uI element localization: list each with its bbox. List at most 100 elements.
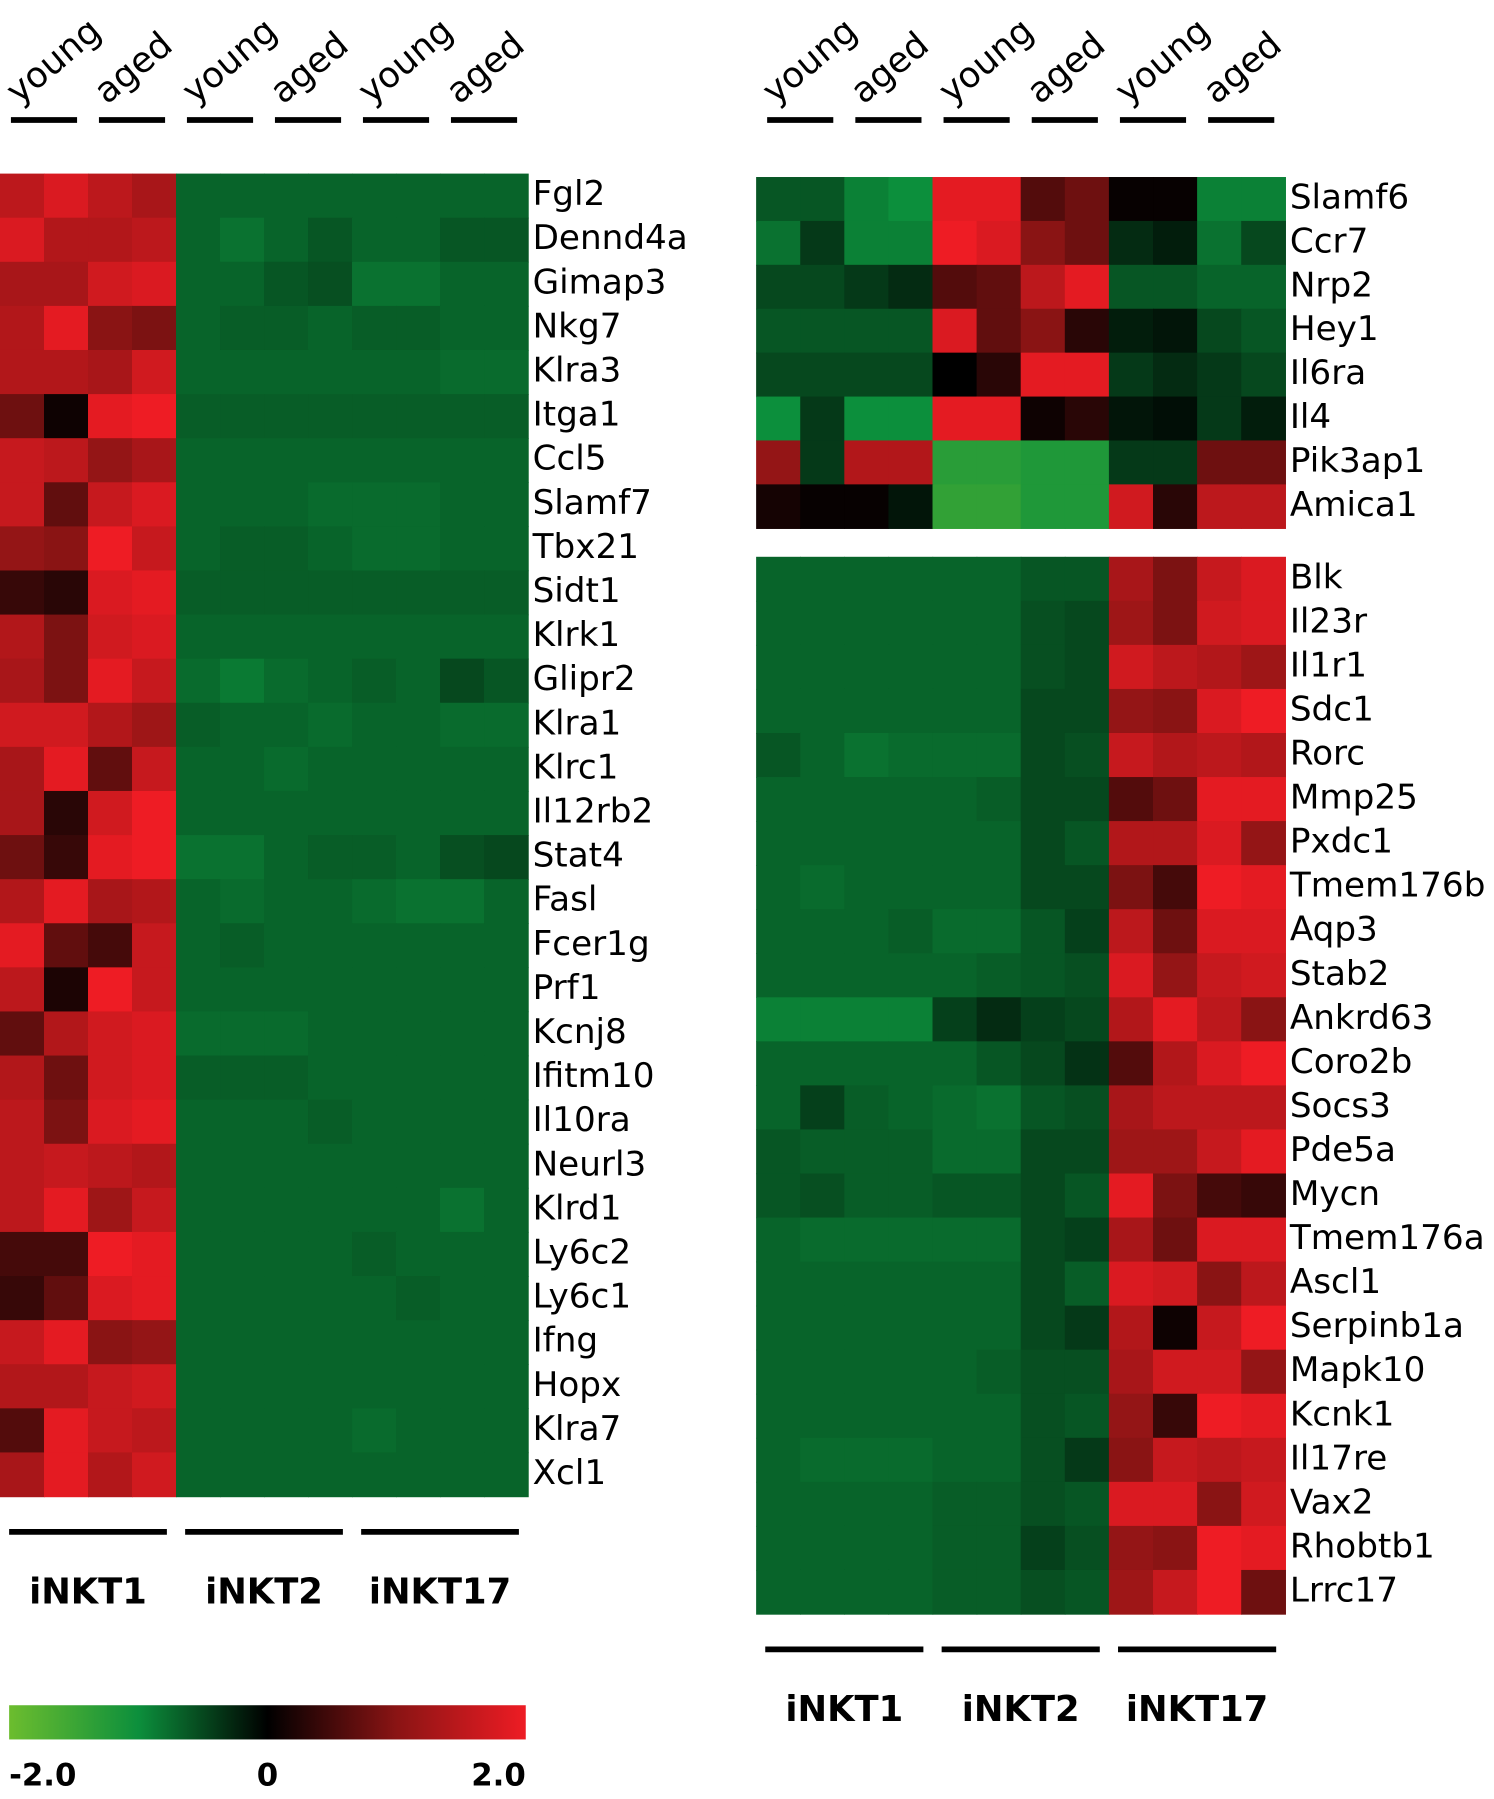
heatmap-cell bbox=[1064, 440, 1110, 486]
heatmap-cell bbox=[1197, 644, 1242, 690]
heatmap-cell bbox=[44, 438, 89, 483]
heatmap-cell bbox=[800, 1393, 846, 1439]
heatmap-cell bbox=[800, 1437, 846, 1483]
heatmap-cell bbox=[888, 1041, 934, 1087]
heatmap-cell bbox=[1108, 1569, 1154, 1615]
heatmap-cell bbox=[888, 1305, 934, 1351]
heatmap-cell bbox=[1153, 1041, 1198, 1087]
row-label: Prf1 bbox=[533, 968, 601, 1008]
heatmap-cell bbox=[308, 1055, 353, 1101]
heatmap-cell bbox=[88, 658, 133, 704]
heatmap-cell bbox=[132, 261, 177, 307]
heatmap-cell bbox=[44, 173, 89, 219]
heatmap-cell bbox=[440, 1408, 485, 1454]
heatmap-cell bbox=[932, 1261, 978, 1307]
heatmap-cell bbox=[1020, 1173, 1066, 1219]
heatmap-cell bbox=[1020, 220, 1066, 266]
heatmap-cell bbox=[264, 1055, 309, 1101]
heatmap-cell bbox=[1153, 1217, 1198, 1263]
heatmap-cell bbox=[308, 173, 353, 219]
row-label: Il17re bbox=[1290, 1438, 1387, 1478]
heatmap-cell bbox=[44, 1364, 89, 1410]
heatmap-cell bbox=[44, 570, 89, 616]
heatmap-cell bbox=[264, 1187, 309, 1233]
heatmap-cell bbox=[888, 953, 934, 998]
row-label: Rorc bbox=[1290, 734, 1365, 774]
heatmap-cell bbox=[308, 482, 353, 528]
heatmap-cell bbox=[756, 177, 801, 222]
heatmap-cell bbox=[0, 1011, 45, 1057]
heatmap-cell bbox=[844, 556, 890, 602]
heatmap-cell bbox=[440, 614, 485, 660]
heatmap-cell bbox=[220, 1099, 265, 1145]
heatmap-cell bbox=[932, 352, 978, 398]
heatmap-cell bbox=[396, 394, 441, 439]
heatmap-cell bbox=[800, 1481, 846, 1527]
heatmap-cell bbox=[1197, 732, 1242, 778]
heatmap-cell bbox=[1020, 264, 1066, 310]
heatmap-cell bbox=[1241, 1173, 1286, 1219]
color-bar-tick-label: 0 bbox=[257, 1758, 278, 1794]
heatmap-cell bbox=[132, 1099, 177, 1145]
heatmap-cell bbox=[1241, 440, 1286, 486]
heatmap-cell bbox=[756, 1525, 801, 1571]
heatmap-cell bbox=[1197, 953, 1242, 998]
heatmap-cell bbox=[396, 1143, 441, 1189]
heatmap-cell bbox=[352, 658, 397, 704]
heatmap-cell bbox=[1108, 600, 1154, 646]
heatmap-cell bbox=[88, 1055, 133, 1101]
heatmap-cell bbox=[484, 305, 529, 351]
heatmap-cell bbox=[1153, 688, 1198, 734]
heatmap-cell bbox=[88, 746, 133, 792]
heatmap-cell bbox=[976, 1261, 1022, 1307]
heatmap-cell bbox=[176, 1231, 221, 1277]
heatmap-cell bbox=[1108, 484, 1154, 529]
heatmap-cell bbox=[440, 702, 485, 748]
heatmap-cell bbox=[1153, 865, 1198, 910]
heatmap-cell bbox=[440, 879, 485, 924]
heatmap-cell bbox=[756, 909, 801, 954]
heatmap-cell bbox=[1064, 264, 1110, 310]
row-label: Ccr7 bbox=[1290, 221, 1369, 261]
heatmap-cell bbox=[132, 349, 177, 395]
heatmap-cell bbox=[176, 1276, 221, 1321]
heatmap-cell bbox=[396, 217, 441, 263]
heatmap-cell bbox=[888, 865, 934, 910]
heatmap-cell bbox=[844, 1129, 890, 1175]
heatmap-cell bbox=[0, 570, 45, 616]
heatmap-cell bbox=[440, 482, 485, 528]
heatmap-cell bbox=[756, 732, 801, 778]
heatmap-cell bbox=[484, 923, 529, 969]
heatmap-cell bbox=[1108, 1217, 1154, 1263]
heatmap-cell bbox=[1241, 732, 1286, 778]
heatmap-cell bbox=[1064, 396, 1110, 442]
heatmap-cell bbox=[1108, 997, 1154, 1043]
heatmap-cell bbox=[440, 658, 485, 704]
row-label: Il6ra bbox=[1290, 353, 1366, 393]
heatmap-cell bbox=[220, 1320, 265, 1365]
heatmap-cell bbox=[1020, 177, 1066, 222]
heatmap-cell bbox=[220, 1187, 265, 1233]
heatmap-cell bbox=[132, 879, 177, 924]
heatmap-cell bbox=[88, 1408, 133, 1454]
heatmap-cell bbox=[308, 1099, 353, 1145]
heatmap-cell bbox=[800, 1525, 846, 1571]
heatmap-cell bbox=[1241, 777, 1286, 822]
heatmap-cell bbox=[800, 1261, 846, 1307]
heatmap-cell bbox=[88, 1320, 133, 1365]
heatmap-cell bbox=[44, 261, 89, 307]
heatmap-cell bbox=[88, 173, 133, 219]
heatmap-cell bbox=[132, 702, 177, 748]
heatmap-cell bbox=[1064, 556, 1110, 602]
row-label: Rhobtb1 bbox=[1290, 1526, 1435, 1566]
heatmap-cell bbox=[1241, 220, 1286, 266]
heatmap-cell bbox=[176, 1408, 221, 1454]
heatmap-cell bbox=[44, 394, 89, 439]
heatmap-cell bbox=[976, 909, 1022, 954]
heatmap-cell bbox=[1241, 909, 1286, 954]
heatmap-cell bbox=[1197, 1569, 1242, 1615]
heatmap-cell bbox=[484, 482, 529, 528]
heatmap-cell bbox=[932, 1085, 978, 1131]
heatmap-cell bbox=[1108, 220, 1154, 266]
heatmap-cell bbox=[1153, 396, 1198, 442]
